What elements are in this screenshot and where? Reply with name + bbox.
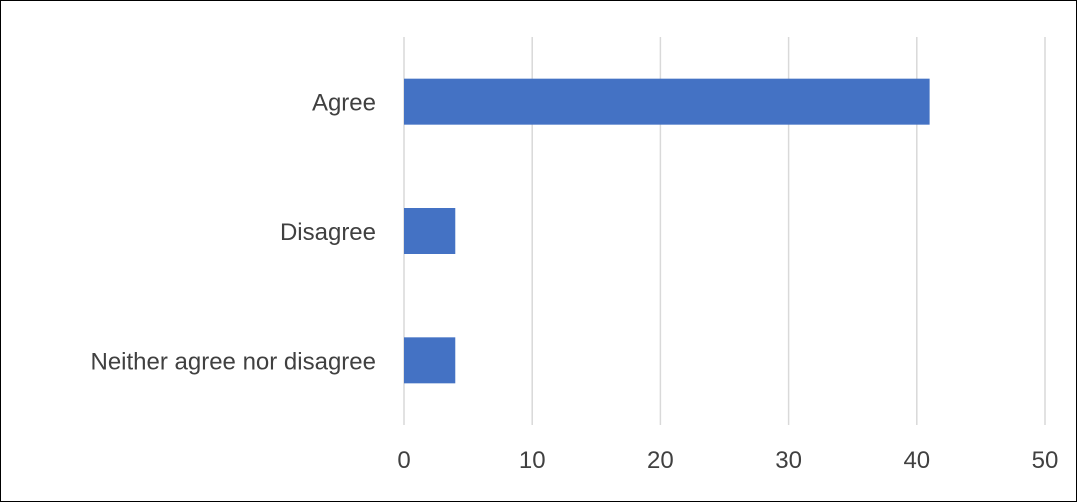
x-tick-label-40: 40 — [903, 447, 930, 474]
category-label-agree: Agree — [312, 90, 376, 117]
x-tick-label-10: 10 — [519, 447, 546, 474]
x-tick-label-30: 30 — [775, 447, 802, 474]
category-labels: Agree Disagree Neither agree nor disagree — [90, 90, 376, 376]
bar-agree — [404, 78, 930, 125]
x-tick-label-20: 20 — [647, 447, 674, 474]
x-axis-tick-labels: 0 10 20 30 40 50 — [397, 447, 1058, 474]
category-label-disagree: Disagree — [280, 219, 376, 246]
category-label-neither-agree-nor-disagree: Neither agree nor disagree — [90, 348, 376, 375]
bar-disagree — [404, 208, 456, 254]
x-tick-label-50: 50 — [1032, 447, 1059, 474]
x-tick-label-0: 0 — [397, 447, 410, 474]
bars — [404, 78, 930, 384]
bar-neither-agree-nor-disagree — [404, 337, 456, 384]
